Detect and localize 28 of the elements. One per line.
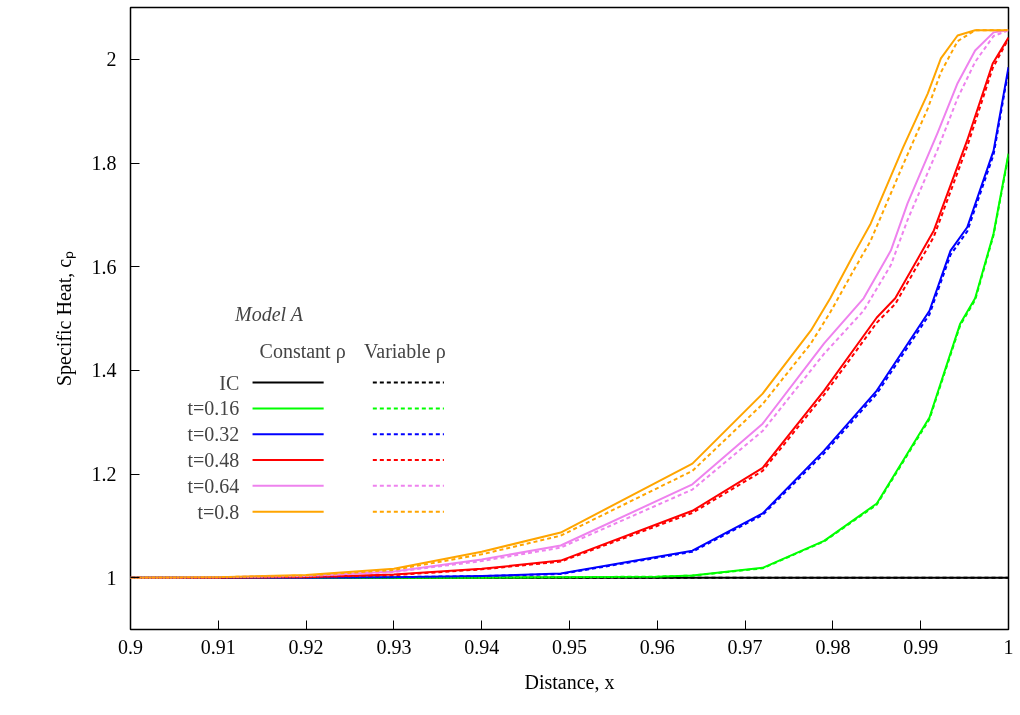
x-tick-label: 0.97 [727, 635, 763, 658]
y-tick-label: 2 [106, 48, 117, 71]
y-tick-label: 1.8 [91, 152, 117, 174]
y-axis-title: Specific Heat, cₚ [52, 250, 76, 387]
y-tick-label: 1.4 [91, 359, 117, 382]
legend-title: Model A [233, 303, 304, 326]
x-tick-label: 0.9 [118, 635, 143, 658]
annotation: Variable ρ [364, 339, 446, 363]
x-tick-label: 1 [1003, 635, 1014, 658]
x-tick-label: 0.96 [639, 635, 675, 658]
x-tick-label: 0.94 [464, 635, 500, 658]
y-tick-label: 1.6 [91, 255, 117, 278]
legend-label: IC [219, 371, 240, 394]
legend-label: t=0.64 [187, 474, 240, 497]
x-tick-label: 0.99 [903, 635, 939, 658]
y-tick-label: 1 [106, 566, 117, 589]
x-tick-label: 0.93 [376, 635, 412, 658]
x-tick-label: 0.95 [552, 635, 587, 658]
legend-label: t=0.8 [197, 500, 240, 523]
x-tick-label: 0.98 [815, 635, 851, 658]
x-tick-label: 0.91 [200, 635, 236, 658]
x-tick-label: 0.92 [288, 635, 324, 658]
legend-label: t=0.32 [187, 423, 240, 446]
legend-label: t=0.48 [187, 449, 240, 472]
annotation: Constant ρ [259, 339, 346, 363]
legend-label: t=0.16 [187, 397, 240, 420]
y-tick-label: 1.2 [91, 463, 117, 485]
x-axis-title: Distance, x [524, 670, 615, 693]
